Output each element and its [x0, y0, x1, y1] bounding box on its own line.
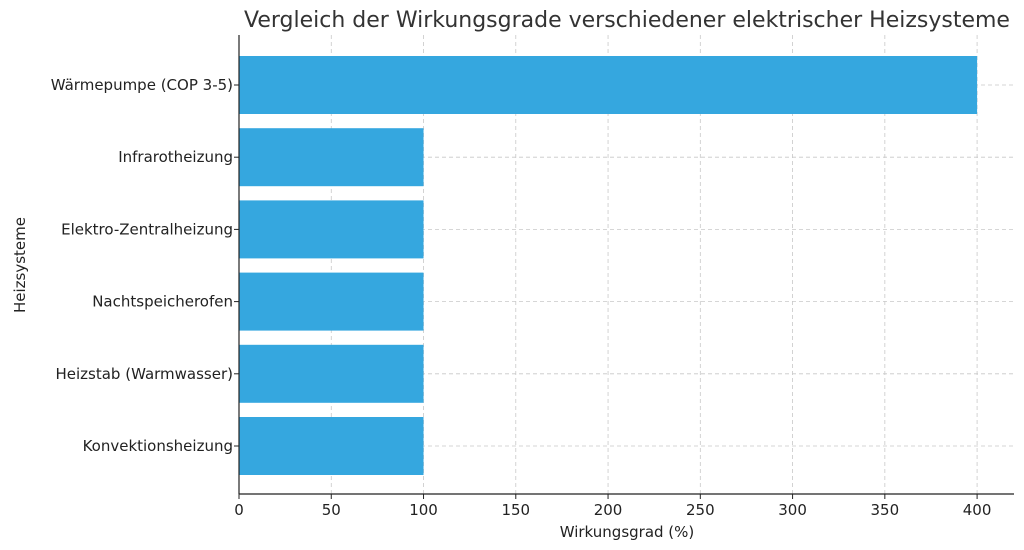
- x-tick-label: 150: [501, 501, 530, 519]
- x-tick-label: 300: [778, 501, 807, 519]
- x-tick-label: 50: [322, 501, 341, 519]
- x-tick-label: 100: [409, 501, 438, 519]
- bar: [239, 417, 424, 475]
- bar: [239, 272, 424, 331]
- x-ticks: 0 50 100 150 200 250 300 350 400: [234, 494, 991, 519]
- bar: [239, 128, 424, 187]
- y-tick-label: Wärmepumpe (COP 3-5): [51, 76, 233, 94]
- y-ticks: Wärmepumpe (COP 3-5) Infrarotheizung Elekt…: [51, 76, 239, 455]
- x-tick-label: 250: [686, 501, 715, 519]
- bar: [239, 344, 424, 403]
- x-tick-label: 0: [234, 501, 244, 519]
- bars: [239, 56, 978, 475]
- bar: [239, 56, 978, 114]
- y-tick-label: Heizstab (Warmwasser): [56, 365, 234, 383]
- bar: [239, 200, 424, 259]
- x-axis-label: Wirkungsgrad (%): [560, 523, 695, 541]
- y-tick-label: Konvektionsheizung: [83, 437, 233, 455]
- x-tick-label: 350: [871, 501, 900, 519]
- x-tick-label: 200: [594, 501, 623, 519]
- chart-title: Vergleich der Wirkungsgrade verschiedene…: [244, 8, 1010, 33]
- y-tick-label: Infrarotheizung: [118, 148, 233, 166]
- x-tick-label: 400: [963, 501, 992, 519]
- y-axis-label: Heizsysteme: [11, 217, 29, 313]
- y-tick-label: Nachtspeicherofen: [92, 293, 233, 311]
- y-tick-label: Elektro-Zentralheizung: [61, 220, 233, 238]
